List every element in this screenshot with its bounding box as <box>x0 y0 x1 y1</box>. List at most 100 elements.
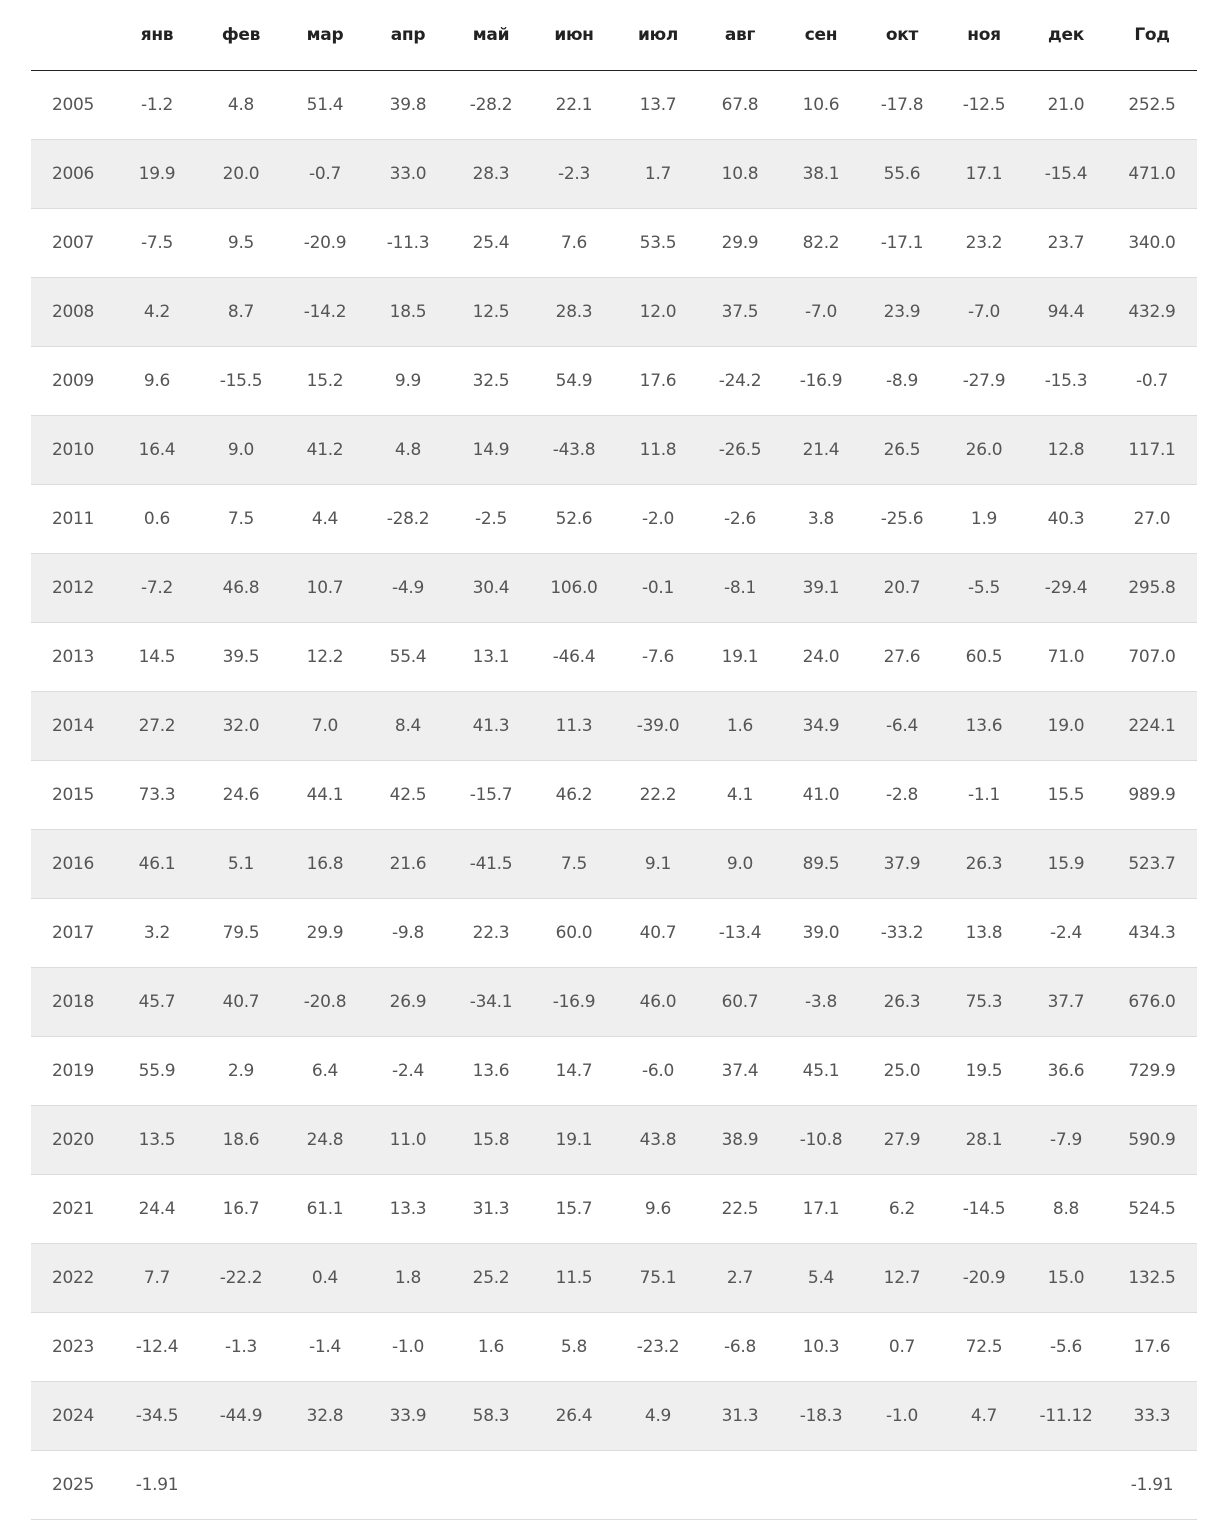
value-cell: -7.5 <box>141 233 173 253</box>
value-cell: 15.2 <box>306 371 344 391</box>
value-cell: 8.4 <box>394 716 422 736</box>
value-cell: 60.5 <box>965 647 1003 667</box>
value-cell: 28.1 <box>965 1130 1003 1150</box>
value-cell: 2.7 <box>726 1268 754 1288</box>
total-cell: 117.1 <box>1128 440 1176 460</box>
value-cell: -16.9 <box>552 992 596 1012</box>
value-cell: -7.9 <box>1050 1130 1082 1150</box>
year-cell: 2011 <box>51 509 95 529</box>
value-cell: 67.8 <box>721 95 759 115</box>
value-cell: -20.9 <box>303 233 347 253</box>
value-cell: 29.9 <box>306 923 344 943</box>
value-cell: -39.0 <box>636 716 680 736</box>
value-cell: 4.8 <box>227 95 255 115</box>
total-cell: 295.8 <box>1128 578 1176 598</box>
value-cell: 22.3 <box>472 923 510 943</box>
value-cell: -13.4 <box>718 923 762 943</box>
value-cell: 12.8 <box>1047 440 1085 460</box>
value-cell: 13.8 <box>965 923 1003 943</box>
table-row: 2016 46.1 5.1 16.8 21.6 -41.5 7.5 9.1 9.0 89.5 37.… <box>31 830 1197 899</box>
value-cell: 0.6 <box>143 509 171 529</box>
value-cell: -12.4 <box>135 1337 179 1357</box>
table-row: 2008 4.2 8.7 -14.2 18.5 12.5 28.3 12.0 37.5 -7.0 2… <box>31 278 1197 347</box>
value-cell: 16.8 <box>306 854 344 874</box>
value-cell: -10.8 <box>799 1130 843 1150</box>
value-cell: 55.9 <box>138 1061 176 1081</box>
value-cell: 22.5 <box>721 1199 759 1219</box>
value-cell: 13.5 <box>138 1130 176 1150</box>
year-cell: 2021 <box>51 1199 95 1219</box>
value-cell: -7.0 <box>805 302 837 322</box>
column-header: сен <box>804 25 838 45</box>
value-cell: 26.4 <box>555 1406 593 1426</box>
value-cell: 17.1 <box>802 1199 840 1219</box>
value-cell: -25.6 <box>880 509 924 529</box>
value-cell: 15.5 <box>1047 785 1085 805</box>
value-cell: 4.7 <box>970 1406 998 1426</box>
value-cell: 9.0 <box>227 440 255 460</box>
value-cell: 39.1 <box>802 578 840 598</box>
value-cell: 10.7 <box>306 578 344 598</box>
value-cell: 17.1 <box>965 164 1003 184</box>
year-cell: 2018 <box>51 992 95 1012</box>
table-row: 2010 16.4 9.0 41.2 4.8 14.9 -43.8 11.8 -26.5 21.4… <box>31 416 1197 485</box>
value-cell: 13.6 <box>965 716 1003 736</box>
value-cell: 39.5 <box>222 647 260 667</box>
value-cell: -12.5 <box>962 95 1006 115</box>
value-cell: 42.5 <box>389 785 427 805</box>
value-cell: 26.9 <box>389 992 427 1012</box>
total-cell: 676.0 <box>1128 992 1176 1012</box>
value-cell: 51.4 <box>306 95 344 115</box>
total-cell: 33.3 <box>1133 1406 1171 1426</box>
value-cell: 31.3 <box>472 1199 510 1219</box>
value-cell: 13.7 <box>639 95 677 115</box>
value-cell: 25.0 <box>883 1061 921 1081</box>
value-cell: -8.9 <box>886 371 918 391</box>
value-cell: 15.9 <box>1047 854 1085 874</box>
value-cell: 26.3 <box>883 992 921 1012</box>
value-cell: 37.4 <box>721 1061 759 1081</box>
value-cell: 7.0 <box>311 716 339 736</box>
table-row: 2007 -7.5 9.5 -20.9 -11.3 25.4 7.6 53.5 29.9 82.2… <box>31 209 1197 278</box>
value-cell: 4.2 <box>143 302 171 322</box>
value-cell: -6.0 <box>642 1061 674 1081</box>
value-cell: 25.4 <box>472 233 510 253</box>
value-cell: 20.0 <box>222 164 260 184</box>
value-cell: 32.0 <box>222 716 260 736</box>
value-cell: 24.4 <box>138 1199 176 1219</box>
table-row: 2009 9.6 -15.5 15.2 9.9 32.5 54.9 17.6 -24.2 -16.… <box>31 347 1197 416</box>
value-cell: 26.0 <box>965 440 1003 460</box>
value-cell: 1.7 <box>644 164 672 184</box>
value-cell: -4.9 <box>392 578 424 598</box>
value-cell: 0.7 <box>888 1337 916 1357</box>
value-cell: 9.1 <box>644 854 672 874</box>
value-cell: -2.4 <box>1050 923 1082 943</box>
value-cell: 22.2 <box>639 785 677 805</box>
value-cell: 6.2 <box>888 1199 916 1219</box>
total-cell: 707.0 <box>1128 647 1176 667</box>
header-row: янв фев мар апр май июн июл авг сен окт ноя дек Год <box>31 0 1197 71</box>
value-cell: -17.1 <box>880 233 924 253</box>
value-cell: 6.4 <box>311 1061 339 1081</box>
table-row: 2012 -7.2 46.8 10.7 -4.9 30.4 106.0 -0.1 -8.1 39.… <box>31 554 1197 623</box>
year-cell: 2012 <box>51 578 95 598</box>
value-cell: 32.5 <box>472 371 510 391</box>
value-cell: 38.9 <box>721 1130 759 1150</box>
value-cell: 1.6 <box>477 1337 505 1357</box>
value-cell: -16.9 <box>799 371 843 391</box>
value-cell: -44.9 <box>219 1406 263 1426</box>
value-cell: 45.1 <box>802 1061 840 1081</box>
table-row: 2005 -1.2 4.8 51.4 39.8 -28.2 22.1 13.7 67.8 10.6… <box>31 71 1197 140</box>
value-cell: 15.0 <box>1047 1268 1085 1288</box>
value-cell: -6.8 <box>724 1337 756 1357</box>
value-cell: 16.7 <box>222 1199 260 1219</box>
value-cell: 43.8 <box>639 1130 677 1150</box>
value-cell: 7.5 <box>227 509 255 529</box>
year-cell: 2024 <box>51 1406 95 1426</box>
value-cell: 9.6 <box>644 1199 672 1219</box>
value-cell: -1.0 <box>392 1337 424 1357</box>
table-row: 2025 -1.91 -1.91 <box>31 1451 1197 1520</box>
value-cell: 1.6 <box>726 716 754 736</box>
value-cell: 106.0 <box>550 578 598 598</box>
total-cell: 590.9 <box>1128 1130 1176 1150</box>
